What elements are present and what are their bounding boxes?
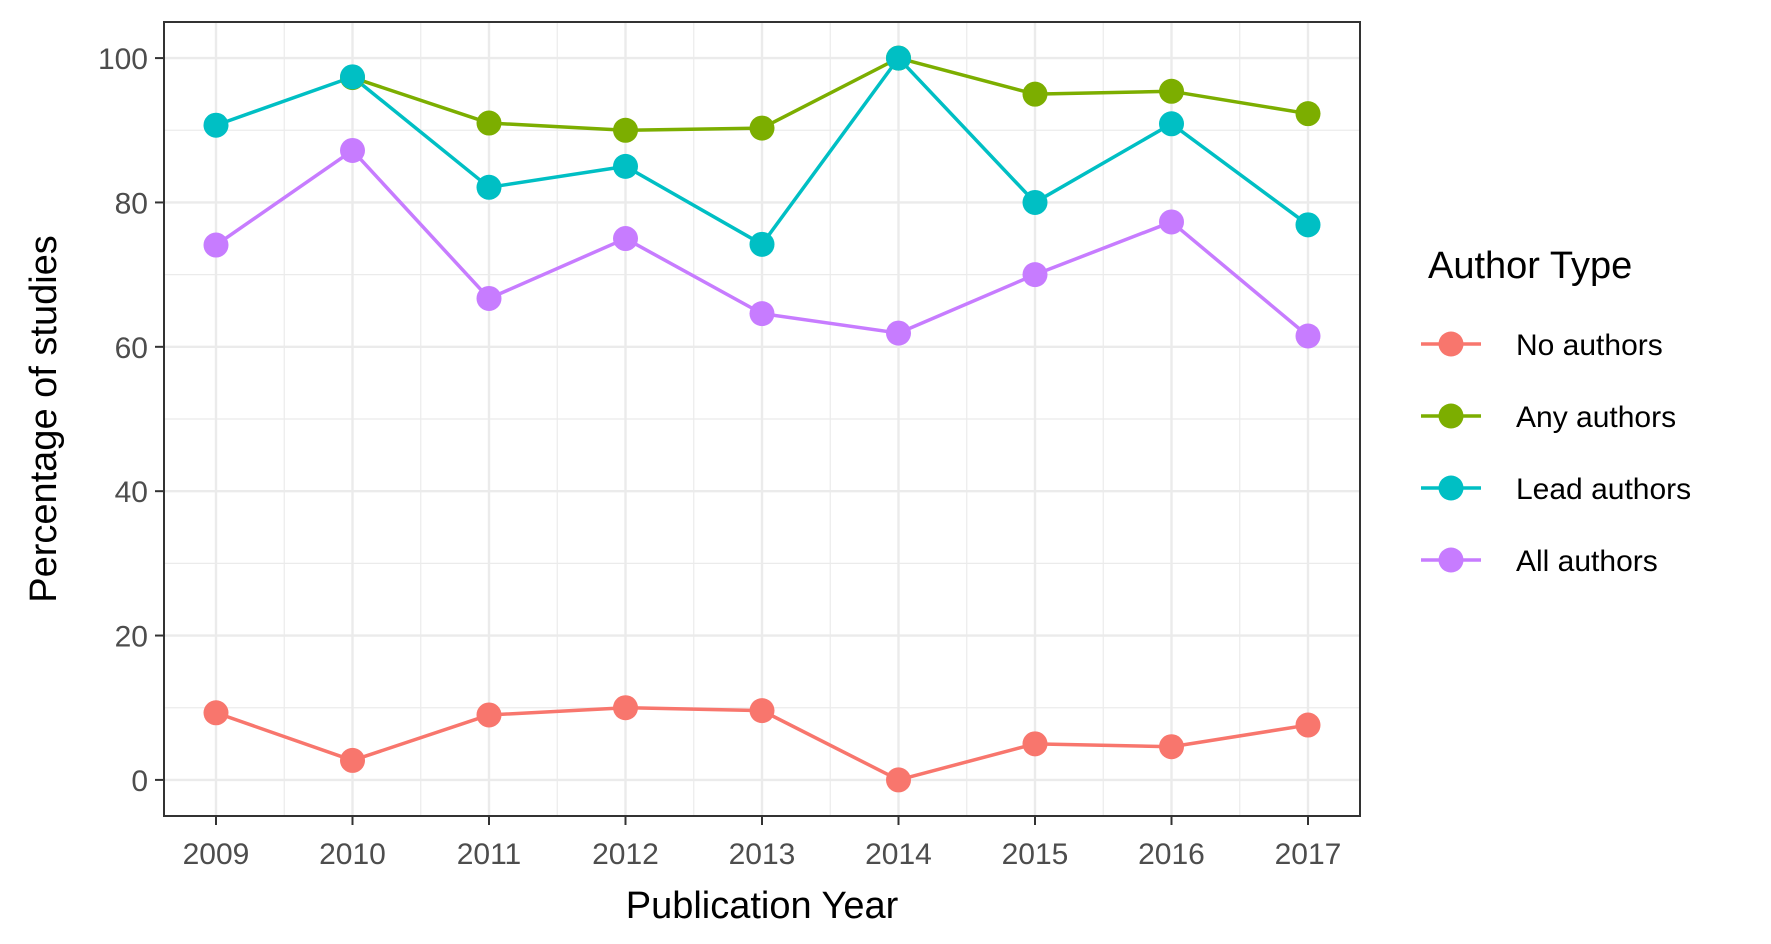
plot-area [163, 21, 1361, 817]
x-tick-label: 2015 [1002, 838, 1069, 871]
y-tick-label: 40 [115, 476, 148, 509]
legend-key-point-2 [1438, 475, 1464, 501]
x-tick-label: 2016 [1138, 838, 1205, 871]
series-line-1 [351, 56, 1309, 133]
data-point-2-6 [1022, 189, 1048, 215]
y-axis-title: Percentage of studies [23, 235, 65, 603]
legend-label-2: Lead authors [1516, 473, 1691, 506]
y-axis: 0 20 40 60 80 100 [98, 43, 164, 798]
y-tick-label: 60 [115, 332, 148, 365]
y-tick-label: 20 [115, 621, 148, 654]
data-point-0-5 [886, 767, 911, 793]
data-point-3-5 [886, 320, 911, 346]
data-point-0-4 [749, 698, 775, 724]
data-point-1-6 [1022, 81, 1048, 107]
data-point-3-4 [749, 301, 775, 327]
data-point-3-7 [1159, 209, 1184, 235]
legend-key-point-3 [1438, 547, 1464, 573]
legend-items: No authors Any authors Lead authors All aut… [1421, 329, 1691, 578]
x-tick-label: 2012 [592, 838, 659, 871]
data-point-2-3 [613, 153, 638, 179]
data-point-0-1 [340, 747, 365, 773]
data-point-3-0 [203, 232, 229, 258]
y-tick-label: 80 [115, 187, 148, 220]
data-point-0-3 [613, 695, 638, 721]
data-point-0-0 [203, 700, 229, 726]
data-point-2-7 [1159, 111, 1184, 137]
data-point-0-6 [1022, 731, 1048, 757]
legend-title: Author Type [1428, 245, 1632, 287]
x-tick-label: 2017 [1275, 838, 1342, 871]
data-point-3-6 [1022, 262, 1048, 288]
data-point-1-2 [476, 110, 502, 136]
data-point-2-2 [476, 174, 502, 200]
data-point-3-8 [1295, 323, 1321, 349]
data-point-3-2 [476, 285, 502, 311]
y-tick-label: 0 [131, 765, 148, 798]
x-tick-label: 2011 [457, 838, 522, 871]
legend-key-point-0 [1438, 331, 1464, 357]
legend: Author Type No authors Any authors Lead au… [1421, 245, 1691, 578]
x-axis: 2009 2010 2011 2012 2013 2014 2015 2016 2017 [183, 816, 1342, 871]
data-point-0-7 [1159, 734, 1184, 760]
legend-label-0: No authors [1516, 329, 1663, 362]
data-point-2-0 [203, 112, 229, 138]
data-point-2-4 [749, 231, 775, 257]
data-point-3-1 [340, 137, 365, 163]
data-point-2-1 [340, 64, 365, 90]
y-tick-label: 100 [98, 43, 148, 76]
x-axis-title: Publication Year [626, 885, 899, 927]
legend-label-1: Any authors [1516, 401, 1676, 434]
data-point-1-7 [1159, 78, 1184, 104]
legend-key-point-1 [1438, 403, 1464, 429]
x-tick-label: 2014 [865, 838, 932, 871]
data-point-1-8 [1295, 101, 1321, 127]
data-point-0-2 [476, 702, 502, 728]
x-tick-label: 2010 [319, 838, 386, 871]
legend-label-3: All authors [1516, 545, 1658, 578]
data-point-2-8 [1295, 212, 1321, 238]
series-points [203, 45, 1321, 793]
x-tick-label: 2009 [183, 838, 250, 871]
data-point-0-8 [1295, 712, 1321, 738]
major-gridlines [164, 22, 1360, 816]
data-point-3-3 [613, 226, 638, 252]
x-tick-label: 2013 [729, 838, 796, 871]
data-point-2-5 [886, 45, 911, 71]
data-point-1-3 [613, 117, 638, 143]
data-point-1-4 [749, 115, 775, 141]
